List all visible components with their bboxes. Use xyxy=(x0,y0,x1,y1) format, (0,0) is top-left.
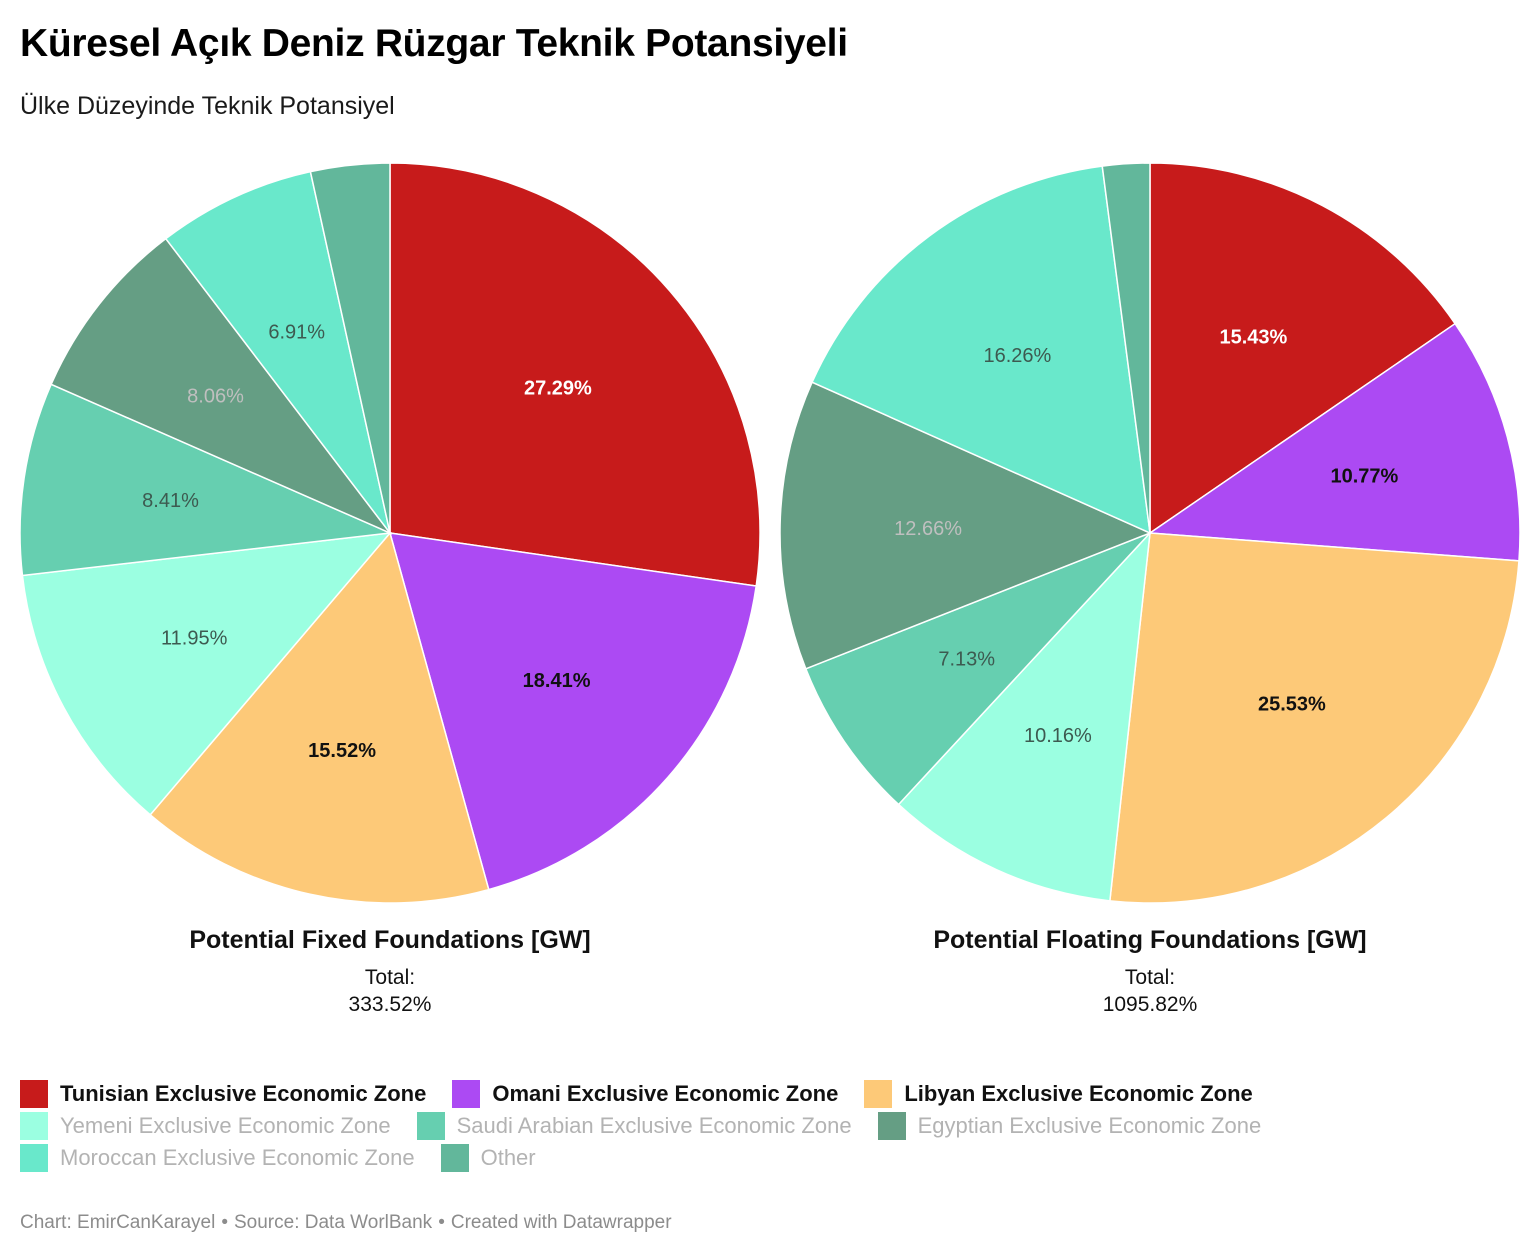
chart-subtitle: Ülke Düzeyinde Teknik Potansiyel xyxy=(20,92,395,120)
footer-chart-credit: Chart: EmirCanKarayel xyxy=(20,1212,216,1233)
footer-separator: • xyxy=(438,1212,445,1233)
pie-fixed-label-egyptian: 8.06% xyxy=(187,386,244,408)
pie-floating-slice-egyptian[interactable] xyxy=(779,381,1152,670)
legend-swatch-moroccan xyxy=(20,1144,48,1172)
pie-fixed-slice-omani[interactable] xyxy=(388,532,758,891)
pie-fixed-slice-tunisian[interactable] xyxy=(389,162,761,587)
legend-item-saudi[interactable]: Saudi Arabian Exclusive Economic Zone xyxy=(416,1112,852,1140)
pie-fixed-label-omani: 18.41% xyxy=(523,670,591,692)
pie-fixed-slice-egyptian[interactable] xyxy=(50,237,393,535)
pie-floating-slice-saudi[interactable] xyxy=(804,532,1151,806)
legend-row: Moroccan Exclusive Economic Zone Other xyxy=(20,1142,1520,1174)
pie-fixed-label-libyan: 15.52% xyxy=(308,740,376,762)
pie-fixed-total-value: 333.52% xyxy=(348,993,432,1016)
pie-floating-label-yemeni: 10.16% xyxy=(1024,725,1092,747)
legend-label: Moroccan Exclusive Economic Zone xyxy=(60,1145,415,1170)
pie-fixed-slice-libyan[interactable] xyxy=(149,531,490,904)
pie-floating-slice-other[interactable] xyxy=(1101,162,1151,534)
legend-label: Other xyxy=(480,1145,536,1170)
legend-swatch-yemeni xyxy=(20,1112,48,1140)
footer: Chart: EmirCanKarayel • Source: Data WorlB… xyxy=(20,1212,672,1234)
legend-item-egyptian[interactable]: Egyptian Exclusive Economic Zone xyxy=(877,1112,1262,1140)
legend-swatch-tunisian xyxy=(20,1080,48,1108)
legend-label: Libyan Exclusive Economic Zone xyxy=(904,1081,1253,1106)
pie-fixed-slice-yemeni[interactable] xyxy=(21,532,392,816)
legend-item-other[interactable]: Other xyxy=(440,1144,536,1172)
pie-floating-total-value: 1095.82% xyxy=(1102,993,1198,1016)
legend-swatch-omani xyxy=(452,1080,481,1108)
legend-item-tunisian[interactable]: Tunisian Exclusive Economic Zone xyxy=(20,1080,426,1108)
pie-floating-slice-libyan[interactable] xyxy=(1109,532,1520,904)
pie-fixed-label-tunisian: 27.29% xyxy=(524,378,592,400)
legend-item-omani[interactable]: Omani Exclusive Economic Zone xyxy=(452,1080,838,1108)
legend-row: Yemeni Exclusive Economic Zone Saudi Ara… xyxy=(20,1110,1520,1142)
pie-fixed-slice-moroccan[interactable] xyxy=(164,170,391,534)
legend-label: Egyptian Exclusive Economic Zone xyxy=(917,1113,1262,1138)
legend-swatch-saudi xyxy=(416,1112,445,1140)
pie-fixed-title: Potential Fixed Foundations [GW] xyxy=(189,926,591,954)
pie-floating-slice-yemeni[interactable] xyxy=(897,530,1151,902)
pie-floating-label-libyan: 25.53% xyxy=(1258,694,1326,716)
pie-fixed-total-label: Total: xyxy=(364,966,416,989)
pie-fixed-foundations: 27.29% 18.41% 15.52% 11.95% 8.41% 8.06% 6.91% xyxy=(19,162,761,904)
footer-created-with: Created with Datawrapper xyxy=(450,1212,672,1233)
legend-swatch-libyan xyxy=(864,1080,893,1108)
legend-label: Yemeni Exclusive Economic Zone xyxy=(60,1113,391,1138)
legend-row: Tunisian Exclusive Economic Zone Omani E… xyxy=(20,1078,1520,1110)
pie-floating-slice-moroccan[interactable] xyxy=(811,165,1151,535)
pie-floating-label-tunisian: 15.43% xyxy=(1219,327,1287,349)
legend-label: Tunisian Exclusive Economic Zone xyxy=(60,1081,427,1106)
legend-label: Saudi Arabian Exclusive Economic Zone xyxy=(456,1113,852,1138)
pie-charts: 27.29%18.41%15.52%11.95%8.41%8.06%6.91% … xyxy=(19,162,1521,904)
legend-label: Omani Exclusive Economic Zone xyxy=(492,1081,839,1106)
pie-floating-label-egyptian: 12.66% xyxy=(894,518,962,540)
pie-fixed-slice-other[interactable] xyxy=(309,162,391,534)
pie-fixed-label-moroccan: 6.91% xyxy=(268,322,325,344)
pie-fixed-label-saudi: 8.41% xyxy=(142,490,199,512)
legend-item-libyan[interactable]: Libyan Exclusive Economic Zone xyxy=(864,1080,1253,1108)
pie-fixed-slice-saudi[interactable] xyxy=(19,383,393,577)
pie-floating-label-moroccan: 16.26% xyxy=(983,345,1051,367)
pie-floating-slice-omani[interactable] xyxy=(1147,322,1521,562)
pie-floating-slice-tunisian[interactable] xyxy=(1149,162,1457,535)
pie-floating-label-saudi: 7.13% xyxy=(938,648,995,670)
legend-swatch-other xyxy=(440,1144,469,1172)
pie-floating-label-omani: 10.77% xyxy=(1330,465,1398,487)
pie-floating-foundations: 15.43% 10.77% 25.53% 10.16% 7.13% 12.66% 16.26… xyxy=(779,162,1521,904)
legend: Tunisian Exclusive Economic Zone Omani E… xyxy=(20,1078,1520,1174)
pie-floating-title: Potential Floating Foundations [GW] xyxy=(933,926,1367,954)
legend-item-moroccan[interactable]: Moroccan Exclusive Economic Zone xyxy=(20,1144,415,1172)
legend-item-yemeni[interactable]: Yemeni Exclusive Economic Zone xyxy=(20,1112,391,1140)
pie-floating-total-label: Total: xyxy=(1124,966,1176,989)
footer-separator: • xyxy=(221,1212,228,1233)
legend-swatch-egyptian xyxy=(877,1112,906,1140)
chart-title: Küresel Açık Deniz Rüzgar Teknik Potansi… xyxy=(20,22,848,65)
pie-fixed-label-yemeni: 11.95% xyxy=(161,628,228,650)
footer-source: Source: Data WorlBank xyxy=(234,1212,433,1233)
